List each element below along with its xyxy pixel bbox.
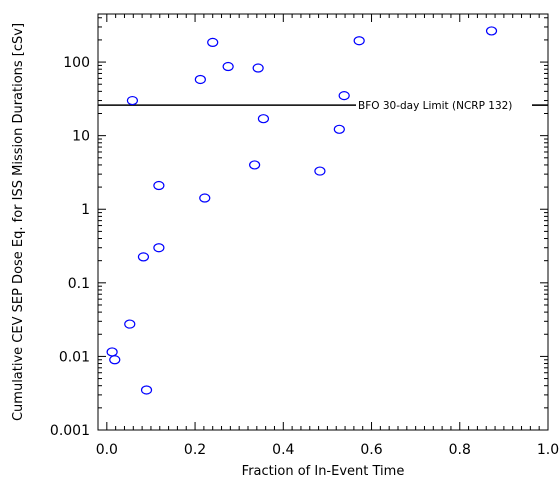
- data-point: [353, 36, 365, 46]
- data-point: [126, 95, 139, 106]
- plot-frame: [97, 13, 549, 431]
- y-tick-label: 1: [81, 202, 90, 218]
- x-tick-label: 0.2: [184, 442, 206, 458]
- data-point: [485, 26, 498, 36]
- data-point: [140, 385, 153, 395]
- data-point: [207, 37, 219, 48]
- data-point: [314, 166, 326, 176]
- x-tick-label: 0.6: [360, 442, 382, 458]
- y-tick-label: 0.01: [59, 349, 90, 365]
- data-point: [249, 160, 261, 170]
- data-point: [194, 74, 206, 85]
- axis-ticks: [97, 14, 549, 431]
- reference-line-label: BFO 30-day Limit (NCRP 132): [358, 100, 512, 112]
- x-tick-label: 0.0: [96, 442, 118, 458]
- data-point: [222, 61, 234, 72]
- data-point: [106, 347, 118, 357]
- data-points: [106, 26, 498, 395]
- y-tick-label: 0.1: [68, 276, 90, 292]
- x-tick-label: 1.0: [537, 442, 559, 458]
- data-point: [153, 243, 165, 253]
- data-point: [124, 319, 136, 329]
- data-point: [257, 114, 270, 124]
- y-tick-label: 10: [72, 129, 90, 145]
- data-point: [199, 193, 211, 203]
- y-tick-label: 100: [63, 55, 90, 71]
- tick-labels: 0.0 0.2 0.4 0.6 0.8 1.0 0.001 0.01 0.1 1 10 100: [50, 55, 559, 458]
- data-point: [153, 180, 165, 191]
- data-point: [338, 91, 350, 101]
- data-point: [137, 252, 150, 262]
- reference-line-group: BFO 30-day Limit (NCRP 132): [98, 100, 548, 112]
- x-tick-label: 0.4: [272, 442, 294, 458]
- x-tick-label: 0.8: [449, 442, 471, 458]
- data-point: [109, 355, 121, 365]
- x-axis-label: Fraction of In-Event Time: [242, 464, 405, 479]
- y-tick-label: 0.001: [50, 423, 90, 439]
- data-point: [252, 63, 264, 73]
- data-point: [333, 124, 345, 134]
- y-axis-label: Cumulative CEV SEP Dose Eq. for ISS Miss…: [11, 23, 26, 421]
